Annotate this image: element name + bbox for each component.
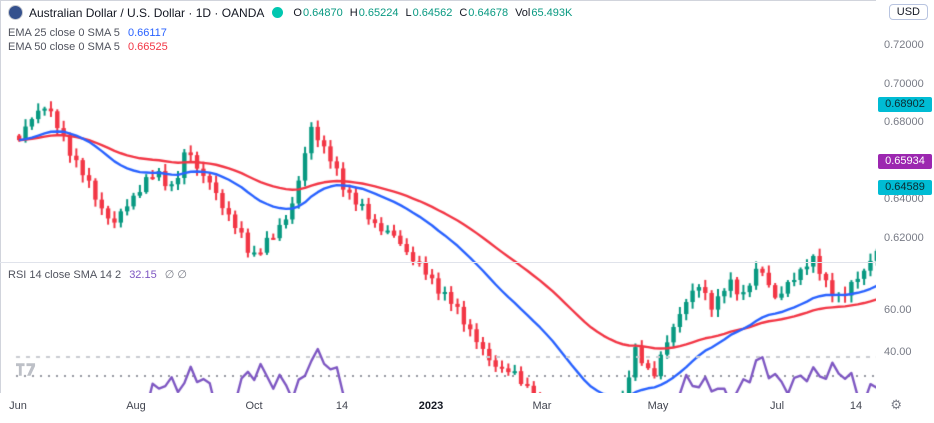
ohlc-o: O0.64870 <box>293 6 343 19</box>
pane-separator[interactable] <box>0 262 934 263</box>
settings-gear-icon[interactable]: ⚙ <box>890 397 902 412</box>
price-axis[interactable]: USD 0.72000 0.70000 0.68000 0.64000 0.62000 6… <box>876 0 934 393</box>
time-label-may: May <box>647 400 669 412</box>
symbol-title[interactable]: Australian Dollar / U.S. Dollar · 1D · O… <box>29 5 265 20</box>
price-tick: 0.72000 <box>884 39 924 51</box>
ohlc-values: O0.64870 H0.65224 L0.64562 C0.64678 Vol65.49… <box>293 7 572 19</box>
currency-toggle-button[interactable]: USD <box>888 4 928 20</box>
time-label-14: 14 <box>335 400 349 412</box>
rsi-tick: 40.00 <box>884 346 912 358</box>
rsi-tick: 60.00 <box>884 304 912 316</box>
price-level-label[interactable]: 0.68902 <box>878 97 932 112</box>
ohlc-vol: Vol65.493K <box>515 6 573 19</box>
rsi-label: RSI 14 close SMA 14 2 <box>8 269 122 281</box>
oanda-logo-icon <box>272 7 284 18</box>
time-label-2023: 2023 <box>418 400 444 412</box>
rsi-null-marks: ∅ ∅ <box>164 269 188 281</box>
time-label-aug: Aug <box>126 400 146 412</box>
ema25-value: 0.66117 <box>127 27 167 39</box>
time-label-14: 14 <box>849 400 863 412</box>
time-label-mar: Mar <box>532 400 552 412</box>
price-tick: 0.70000 <box>884 78 924 90</box>
price-tick: 0.62000 <box>884 232 924 244</box>
price-tick: 0.64000 <box>884 193 924 205</box>
ohlc-l: L0.64562 <box>405 6 453 19</box>
rsi-value: 32.15 <box>129 269 157 281</box>
time-label-jul: Jul <box>769 400 785 412</box>
rsi-legend[interactable]: RSI 14 close SMA 14 2 32.15 ∅ ∅ <box>8 268 187 281</box>
time-label-oct: Oct <box>245 400 263 412</box>
tradingview-logo-icon[interactable] <box>16 363 36 381</box>
ema25-legend[interactable]: EMA 25 close 0 SMA 5 0.66117 <box>8 27 167 39</box>
time-axis[interactable]: ⚙ Jun Aug Oct 14 2023 Mar May Jul 14 <box>0 393 934 423</box>
time-label-jun: Jun <box>9 400 27 412</box>
price-tick: 0.68000 <box>884 116 924 128</box>
ema50-value: 0.66525 <box>127 41 168 53</box>
ohlc-c: C0.64678 <box>459 6 509 19</box>
ohlc-h: H0.65224 <box>349 6 399 19</box>
ema25-label: EMA 25 close 0 SMA 5 <box>8 27 120 39</box>
price-level-label[interactable]: 0.64589 <box>878 180 932 195</box>
symbol-header[interactable]: Australian Dollar / U.S. Dollar · 1D · O… <box>8 5 572 20</box>
ema50-label: EMA 50 close 0 SMA 5 <box>8 41 120 53</box>
price-level-label[interactable]: 0.65934 <box>878 154 932 169</box>
instrument-logo-icon <box>8 5 23 20</box>
ema50-legend[interactable]: EMA 50 close 0 SMA 5 0.66525 <box>8 41 168 53</box>
